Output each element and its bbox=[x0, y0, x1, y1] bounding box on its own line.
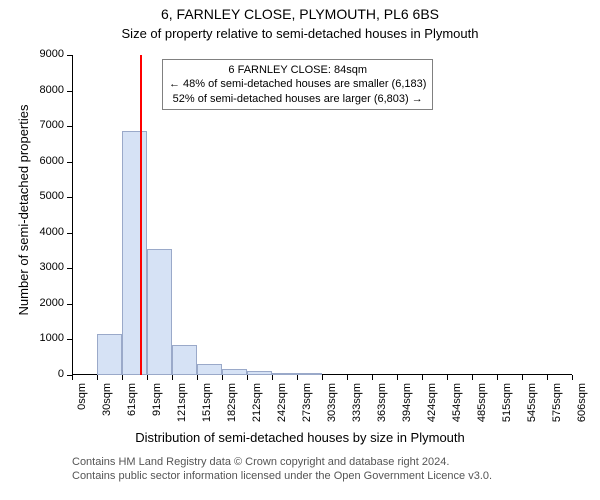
y-tick bbox=[67, 162, 72, 163]
x-tick bbox=[547, 375, 548, 380]
histogram-bar bbox=[272, 373, 297, 375]
y-tick-label: 9000 bbox=[24, 48, 64, 60]
y-tick bbox=[67, 197, 72, 198]
histogram-bar bbox=[147, 249, 172, 375]
x-tick bbox=[97, 375, 98, 380]
x-tick bbox=[497, 375, 498, 380]
x-tick bbox=[322, 375, 323, 380]
y-tick bbox=[67, 233, 72, 234]
x-tick bbox=[122, 375, 123, 380]
x-tick bbox=[197, 375, 198, 380]
y-tick bbox=[67, 304, 72, 305]
footer-line-1: Contains HM Land Registry data © Crown c… bbox=[72, 456, 492, 470]
y-tick-label: 6000 bbox=[24, 155, 64, 167]
plot-area: 01000200030004000500060007000800090000sq… bbox=[72, 55, 572, 375]
y-tick bbox=[67, 339, 72, 340]
chart-container: 6, FARNLEY CLOSE, PLYMOUTH, PL6 6BS Size… bbox=[0, 0, 600, 500]
footer-line-2: Contains public sector information licen… bbox=[72, 470, 492, 484]
histogram-bar bbox=[222, 369, 247, 375]
y-tick-label: 1000 bbox=[24, 332, 64, 344]
x-tick bbox=[572, 375, 573, 380]
footer-text: Contains HM Land Registry data © Crown c… bbox=[72, 456, 492, 484]
histogram-bar bbox=[97, 334, 122, 375]
y-axis-label: Number of semi-detached properties bbox=[16, 60, 31, 360]
x-tick bbox=[347, 375, 348, 380]
x-tick bbox=[72, 375, 73, 380]
x-axis-label: Distribution of semi-detached houses by … bbox=[0, 430, 600, 445]
x-tick bbox=[372, 375, 373, 380]
y-tick-label: 4000 bbox=[24, 226, 64, 238]
x-tick bbox=[147, 375, 148, 380]
info-box-line-2: ← 48% of semi-detached houses are smalle… bbox=[169, 77, 426, 91]
y-tick-label: 3000 bbox=[24, 261, 64, 273]
page-title: 6, FARNLEY CLOSE, PLYMOUTH, PL6 6BS bbox=[0, 6, 600, 22]
y-tick bbox=[67, 268, 72, 269]
page-subtitle: Size of property relative to semi-detach… bbox=[0, 26, 600, 41]
histogram-bar bbox=[247, 371, 272, 375]
x-tick bbox=[272, 375, 273, 380]
y-tick bbox=[67, 126, 72, 127]
x-tick bbox=[222, 375, 223, 380]
x-tick bbox=[172, 375, 173, 380]
histogram-bar bbox=[172, 345, 197, 375]
property-marker-line bbox=[140, 55, 142, 375]
y-tick-label: 2000 bbox=[24, 297, 64, 309]
y-tick-label: 0 bbox=[24, 368, 64, 380]
y-tick-label: 5000 bbox=[24, 190, 64, 202]
x-tick bbox=[247, 375, 248, 380]
x-tick bbox=[522, 375, 523, 380]
info-box: 6 FARNLEY CLOSE: 84sqm← 48% of semi-deta… bbox=[162, 59, 433, 110]
histogram-bar bbox=[122, 131, 147, 375]
info-box-line-3: 52% of semi-detached houses are larger (… bbox=[169, 92, 426, 106]
y-tick-label: 7000 bbox=[24, 119, 64, 131]
histogram-bar bbox=[197, 364, 222, 375]
info-box-line-1: 6 FARNLEY CLOSE: 84sqm bbox=[169, 63, 426, 77]
x-tick bbox=[472, 375, 473, 380]
y-tick-label: 8000 bbox=[24, 84, 64, 96]
histogram-bar bbox=[297, 373, 322, 375]
y-tick bbox=[67, 91, 72, 92]
x-tick bbox=[397, 375, 398, 380]
x-tick bbox=[422, 375, 423, 380]
y-tick bbox=[67, 55, 72, 56]
x-tick bbox=[447, 375, 448, 380]
x-tick bbox=[297, 375, 298, 380]
